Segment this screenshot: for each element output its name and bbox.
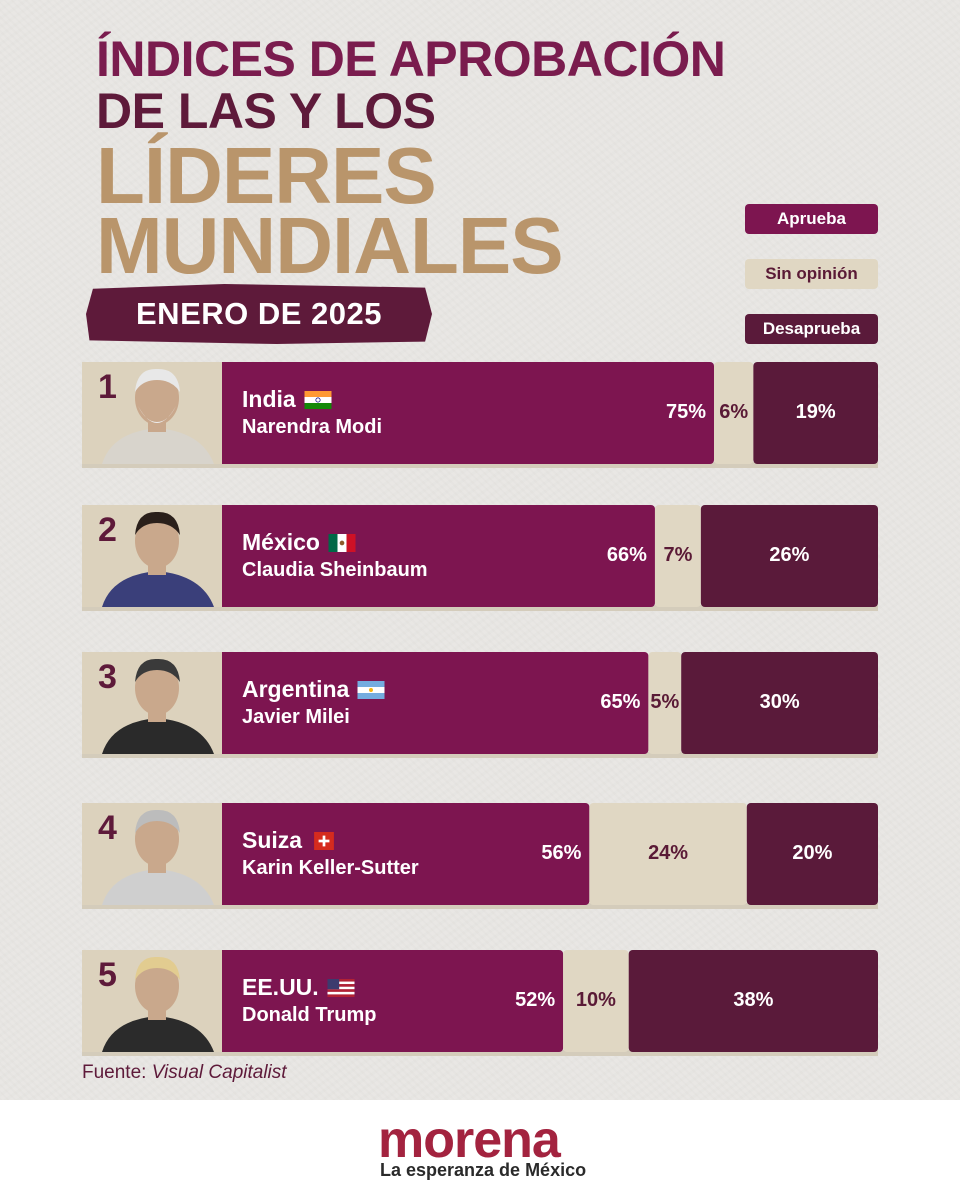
country-line: EE.UU. — [242, 974, 355, 1001]
label-approve: 65% — [600, 691, 640, 713]
leader-name: Karin Keller-Sutter — [242, 857, 419, 879]
rank-number: 5 — [98, 956, 117, 994]
label-neutral: 10% — [576, 989, 616, 1011]
source-prefix: Fuente: — [82, 1062, 147, 1083]
leader-photo: 4 — [82, 803, 222, 905]
leader-row: 56% 24% 20% 4 Suiza Karin Keller-Sutter — [82, 803, 878, 909]
label-disapprove: 30% — [760, 691, 800, 713]
country-line: India — [242, 386, 332, 413]
row-shadow — [82, 462, 878, 468]
leader-row: 75% 6% 19% 1 India Narendra Modi — [82, 362, 878, 468]
approval-bar-chart: 56% 24% 20% — [216, 803, 878, 905]
approval-bar-chart: 66% 7% 26% — [216, 505, 878, 607]
brand-tagline: La esperanza de México — [380, 1160, 587, 1180]
footer-band — [0, 1100, 960, 1200]
leader-portrait — [102, 658, 214, 754]
bar-disapprove — [628, 950, 878, 1052]
label-disapprove: 26% — [769, 544, 809, 566]
country-name: Suiza — [242, 827, 303, 853]
row-shadow — [82, 1050, 878, 1056]
bar-approve — [216, 362, 714, 464]
bar-disapprove — [753, 362, 878, 464]
leader-photo: 3 — [82, 652, 222, 754]
label-disapprove: 20% — [792, 842, 832, 864]
country-name: India — [242, 386, 296, 412]
leader-photo: 1 — [82, 362, 222, 464]
label-approve: 66% — [607, 544, 647, 566]
bar-disapprove — [681, 652, 878, 754]
legend-approve: Aprueba — [745, 204, 878, 234]
label-neutral: 5% — [650, 691, 679, 713]
source-note: Fuente: Visual Capitalist — [82, 1062, 287, 1084]
leader-name: Donald Trump — [242, 1004, 377, 1026]
bar-approve — [216, 950, 564, 1052]
approval-bar-chart: 75% 6% 19% — [216, 362, 878, 464]
bar-neutral — [648, 652, 682, 754]
row-shadow — [82, 605, 878, 611]
leader-portrait — [102, 956, 214, 1052]
leader-name: Claudia Sheinbaum — [242, 559, 428, 581]
bar-approve — [216, 505, 655, 607]
bar-disapprove — [700, 505, 878, 607]
legend-disapprove: Desaprueba — [745, 314, 878, 344]
approval-bar-chart: 52% 10% 38% — [216, 950, 878, 1052]
bar-approve — [216, 803, 590, 905]
argentina-flag-icon — [357, 680, 385, 699]
rank-number: 2 — [98, 511, 117, 549]
country-name: México — [242, 529, 320, 555]
leader-row: 65% 5% 30% 3 Argentina Javier Milei — [82, 652, 878, 758]
title-line-1: ÍNDICES DE APROBACIÓN — [96, 31, 726, 87]
leader-name: Narendra Modi — [242, 416, 383, 438]
bar-neutral — [589, 803, 747, 905]
country-name: Argentina — [242, 676, 350, 702]
rank-number: 3 — [98, 658, 117, 696]
rank-number: 1 — [98, 368, 117, 406]
leader-photo: 5 — [82, 950, 222, 1052]
country-line: Argentina — [242, 676, 385, 703]
date-ribbon: ENERO DE 2025 — [86, 284, 432, 344]
label-neutral: 24% — [648, 842, 688, 864]
bar-neutral — [714, 362, 754, 464]
label-disapprove: 38% — [733, 989, 773, 1011]
label-neutral: 7% — [663, 544, 692, 566]
country-line: México — [242, 529, 356, 556]
label-approve: 52% — [515, 989, 555, 1011]
leader-portrait — [102, 809, 214, 905]
label-disapprove: 19% — [796, 401, 836, 423]
bar-neutral — [563, 950, 629, 1052]
leader-portrait — [102, 511, 214, 607]
approval-bar-chart: 65% 5% 30% — [216, 652, 878, 754]
country-line: Suiza — [242, 827, 338, 854]
bar-approve — [216, 652, 649, 754]
usa-flag-icon — [327, 978, 355, 997]
leader-portrait — [102, 368, 214, 464]
bar-neutral — [654, 505, 701, 607]
legend-neutral: Sin opinión — [745, 259, 878, 289]
bar-disapprove — [746, 803, 878, 905]
india-flag-icon — [304, 390, 332, 409]
row-shadow — [82, 903, 878, 909]
leader-row: 52% 10% 38% 5 EE.UU. Donald Trump — [82, 950, 878, 1056]
country-name: EE.UU. — [242, 974, 319, 1000]
leader-row: 66% 7% 26% 2 México Claudia Sheinbaum — [82, 505, 878, 611]
date-label: ENERO DE 2025 — [136, 296, 382, 331]
label-approve: 75% — [666, 401, 706, 423]
rank-number: 4 — [98, 809, 117, 847]
row-shadow — [82, 752, 878, 758]
leader-photo: 2 — [82, 505, 222, 607]
source-name: Visual Capitalist — [151, 1062, 287, 1083]
mexico-flag-icon — [328, 533, 356, 552]
label-neutral: 6% — [719, 401, 748, 423]
title-line-2: DE LAS Y LOS — [96, 83, 436, 139]
title-line-4: MUNDIALES — [96, 201, 564, 290]
label-approve: 56% — [541, 842, 581, 864]
leader-name: Javier Milei — [242, 706, 350, 728]
brand-logo: morena — [378, 1111, 561, 1169]
title-line-3: LÍDERES — [96, 131, 437, 220]
switzerland-flag-icon — [314, 831, 334, 850]
